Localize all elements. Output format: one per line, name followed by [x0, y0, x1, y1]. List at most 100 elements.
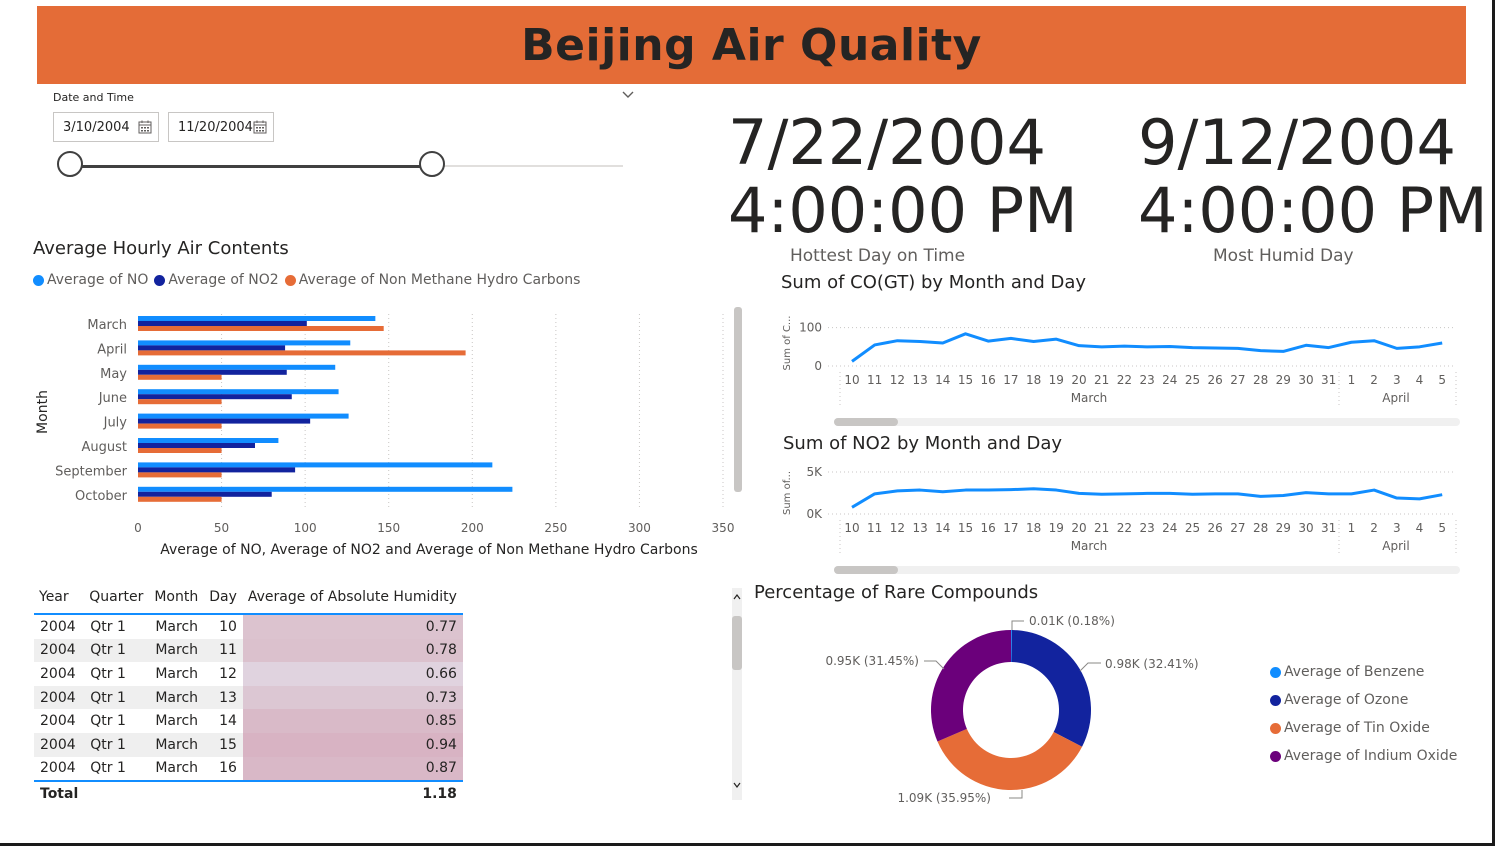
bar-no[interactable] — [138, 389, 339, 395]
bar-nmhc[interactable] — [138, 350, 466, 356]
cell-quarter: Qtr 1 — [90, 665, 126, 682]
donut-slice-ozone[interactable] — [1011, 630, 1091, 747]
bar-nmhc[interactable] — [138, 374, 222, 380]
x-tick-label: 21 — [1094, 373, 1109, 387]
x-tick-label: 21 — [1094, 521, 1109, 535]
table-row[interactable]: 2004 Qtr 1 March 12 0.66 — [34, 662, 463, 686]
cell-humidity: 0.77 — [242, 614, 463, 639]
bar-chart-scrollbar[interactable] — [734, 307, 742, 492]
scroll-thumb[interactable] — [834, 566, 898, 574]
horizontal-scrollbar[interactable] — [834, 418, 1460, 426]
leader-line — [1009, 790, 1023, 799]
x-tick-label: 30 — [1298, 521, 1313, 535]
bar-nmhc[interactable] — [138, 326, 384, 331]
bar-no2[interactable] — [138, 321, 307, 326]
legend-item-ozone[interactable]: Average of Ozone — [1270, 686, 1457, 714]
y-tick-label: September — [55, 464, 128, 479]
date-slider-end-handle[interactable] — [419, 151, 445, 177]
series-line[interactable] — [851, 487, 1443, 509]
bar-no[interactable] — [138, 462, 493, 468]
matrix-scroll-thumb[interactable] — [732, 616, 742, 670]
frame-border-bottom — [0, 843, 1495, 846]
data-label: 0.01K (0.18%) — [1029, 614, 1115, 628]
x-tick-label: 1 — [1348, 373, 1356, 387]
end-date-value: 11/20/2004 — [178, 120, 253, 135]
cell-humidity: 0.85 — [242, 709, 463, 733]
x-tick-label: 24 — [1162, 521, 1177, 535]
x-tick-label: 300 — [628, 521, 651, 535]
x-tick-label: 13 — [912, 521, 927, 535]
bar-no2[interactable] — [138, 467, 296, 473]
y-tick-label: 0 — [814, 359, 822, 373]
header-day[interactable]: Day — [204, 586, 243, 615]
date-slider-start-handle[interactable] — [57, 151, 83, 177]
donut-slice-indium-oxide[interactable] — [931, 630, 1011, 742]
matrix-header-row: Year Quarter Month Day Average of Absolu… — [34, 586, 463, 615]
legend-item-tin-oxide[interactable]: Average of Tin Oxide — [1270, 714, 1457, 742]
calendar-icon[interactable] — [253, 120, 267, 134]
table-row[interactable]: 2004 Qtr 1 March 15 0.94 — [34, 732, 463, 757]
donut-slice-benzene[interactable] — [1011, 630, 1012, 663]
x-tick-label: 22 — [1117, 373, 1132, 387]
no2-chart-title: Sum of NO2 by Month and Day — [783, 433, 1063, 454]
month-label: April — [1382, 539, 1409, 553]
bar-nmhc[interactable] — [138, 423, 222, 429]
scroll-thumb[interactable] — [834, 418, 898, 426]
bar-no2[interactable] — [138, 394, 292, 400]
bar-nmhc[interactable] — [138, 496, 222, 502]
bar-no2[interactable] — [138, 345, 286, 351]
x-tick-label: 18 — [1026, 373, 1041, 387]
bar-nmhc[interactable] — [138, 472, 222, 478]
y-tick-label: August — [82, 440, 128, 455]
bar-no2[interactable] — [138, 418, 311, 424]
table-row[interactable]: 2004 Qtr 1 March 11 0.78 — [34, 638, 463, 663]
data-label: 0.95K (31.45%) — [825, 654, 919, 668]
legend-item-no[interactable]: Average of NO — [33, 272, 148, 288]
calendar-icon[interactable] — [138, 120, 152, 134]
chevron-down-icon[interactable] — [620, 86, 636, 102]
header-absolute-humidity[interactable]: Average of Absolute Humidity — [242, 586, 463, 615]
header-quarter[interactable]: Quarter — [84, 586, 150, 615]
leader-line — [1079, 662, 1101, 672]
x-tick-label: 11 — [867, 373, 882, 387]
cell-day: 12 — [219, 665, 237, 682]
legend-item-nmhc[interactable]: Average of Non Methane Hydro Carbons — [284, 272, 580, 288]
start-date-input[interactable]: 3/10/2004 — [53, 112, 159, 142]
scroll-up-icon[interactable] — [732, 592, 742, 602]
bar-no2[interactable] — [138, 443, 255, 448]
hottest-day-date: 7/22/2004 — [728, 106, 1046, 179]
bar-chart-scroll-thumb[interactable] — [734, 307, 742, 492]
legend-dot-icon — [33, 274, 44, 286]
table-row[interactable]: 2004 Qtr 1 March 16 0.87 — [34, 756, 463, 782]
donut-slice-tin-oxide[interactable] — [937, 728, 1083, 790]
legend-item-no2[interactable]: Average of NO2 — [154, 272, 279, 288]
series-line[interactable] — [851, 332, 1443, 363]
bar-no2[interactable] — [138, 491, 272, 497]
table-row[interactable]: 2004 Qtr 1 March 10 0.77 — [34, 614, 463, 639]
bar-no[interactable] — [138, 340, 351, 346]
bar-no[interactable] — [138, 438, 279, 443]
end-date-input[interactable]: 11/20/2004 — [168, 112, 274, 142]
x-tick-label: 14 — [935, 521, 950, 535]
matrix-scrollbar[interactable] — [732, 588, 742, 800]
legend-item-benzene[interactable]: Average of Benzene — [1270, 658, 1457, 686]
bar-no[interactable] — [138, 486, 513, 492]
bar-no[interactable] — [138, 316, 376, 321]
header-month[interactable]: Month — [149, 586, 205, 615]
bar-nmhc[interactable] — [138, 399, 222, 405]
bar-no[interactable] — [138, 413, 349, 419]
co-chart-title: Sum of CO(GT) by Month and Day — [781, 272, 1087, 293]
x-tick-label: 4 — [1416, 373, 1424, 387]
bar-no2[interactable] — [138, 369, 287, 375]
horizontal-scrollbar[interactable] — [834, 566, 1460, 574]
x-tick-label: 24 — [1162, 373, 1177, 387]
bar-nmhc[interactable] — [138, 448, 222, 453]
legend-item-indium-oxide[interactable]: Average of Indium Oxide — [1270, 742, 1457, 770]
table-row[interactable]: 2004 Qtr 1 March 13 0.73 — [34, 685, 463, 710]
header-year[interactable]: Year — [34, 586, 85, 615]
scroll-down-icon[interactable] — [732, 780, 742, 790]
table-row[interactable]: 2004 Qtr 1 March 14 0.85 — [34, 709, 463, 733]
x-tick-label: 22 — [1117, 521, 1132, 535]
bar-no[interactable] — [138, 364, 336, 370]
title-banner: Beijing Air Quality — [37, 6, 1466, 84]
